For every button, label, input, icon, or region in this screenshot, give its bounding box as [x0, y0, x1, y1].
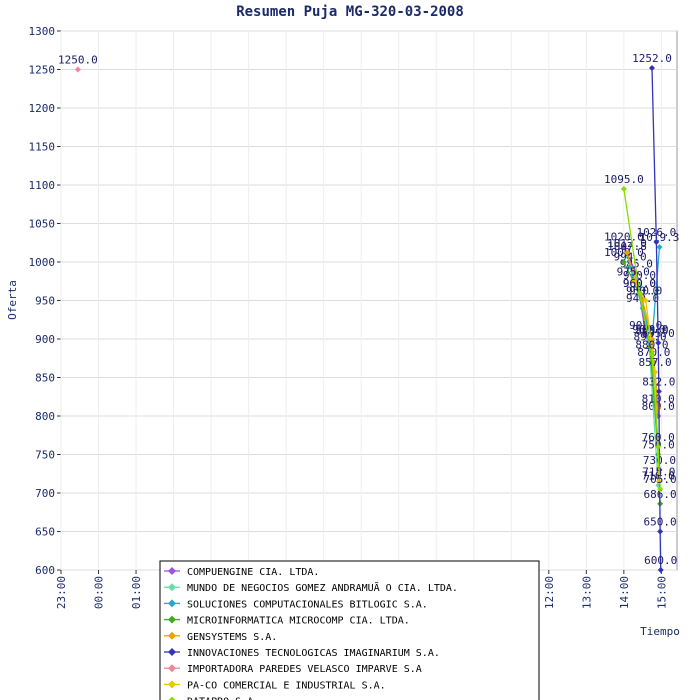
data-point: [648, 351, 655, 358]
y-tick-label: 1000: [29, 256, 56, 269]
data-point: [653, 238, 660, 245]
y-tick-label: 750: [35, 449, 55, 462]
legend-label: GENSYSTEMS S.A.: [187, 632, 277, 643]
data-label: 1020.0: [604, 231, 644, 244]
data-label: 600.0: [644, 554, 677, 567]
data-label: 1250.0: [58, 54, 98, 67]
data-label: 1095.0: [604, 173, 644, 186]
data-point: [655, 443, 662, 450]
data-point: [74, 66, 81, 73]
y-tick-label: 700: [35, 487, 55, 500]
x-tick-label: 13:00: [580, 576, 593, 609]
legend-label: SOLUCIONES COMPUTACIONALES BITLOGIC S.A.: [187, 599, 428, 610]
y-tick-label: 1200: [29, 102, 56, 115]
y-tick-label: 800: [35, 410, 55, 423]
x-tick-label: 14:00: [618, 576, 631, 609]
legend-label: MUNDO DE NEGOCIOS GOMEZ ANDRAMUÃ O CIA. …: [187, 581, 458, 594]
data-label: 950.0: [626, 285, 659, 298]
y-tick-label: 1050: [29, 218, 56, 231]
chart-title: Resumen Puja MG-320-03-2008: [236, 4, 464, 20]
data-point: [620, 185, 627, 192]
data-label: 950.0: [629, 285, 662, 298]
y-tick-label: 1100: [29, 179, 56, 192]
data-label: 832.0: [642, 375, 675, 388]
data-label: 857.0: [639, 356, 672, 369]
legend-marker: [168, 599, 176, 608]
data-label: 898.0: [635, 325, 668, 338]
legend-marker: [168, 696, 176, 700]
legend-label: COMPUENGINE CIA. LTDA.: [187, 567, 319, 578]
data-label: 960.0: [623, 277, 656, 290]
legend-box: [159, 560, 540, 700]
y-tick-label: 1150: [29, 141, 56, 154]
data-point: [623, 249, 630, 256]
legend-label: IMPORTADORA PAREDES VELASCO IMPARVE S.A: [187, 664, 422, 675]
data-label: 650.0: [644, 516, 677, 529]
data-point: [657, 567, 664, 573]
data-label: 960.0: [623, 277, 656, 290]
data-label: 1026.0: [636, 226, 676, 239]
data-point: [657, 486, 664, 493]
data-label: 900.0: [635, 323, 668, 336]
legend-marker: [168, 583, 176, 592]
y-tick-label: 1250: [29, 64, 56, 77]
x-axis-label: Tiempo: [640, 625, 680, 638]
y-tick-label: 950: [35, 295, 55, 308]
data-label: 1252.0: [632, 52, 672, 65]
data-point: [642, 297, 649, 304]
data-label: 810.0: [642, 392, 675, 405]
y-axis-label: Oferta: [6, 280, 19, 320]
legend-label: DATAPRO S.A.: [187, 697, 259, 700]
data-point: [655, 388, 662, 395]
data-point: [656, 244, 663, 251]
data-label: 760.0: [642, 431, 675, 444]
data-point: [620, 259, 627, 265]
y-tick-label: 1300: [29, 25, 56, 38]
x-tick-label: 15:00: [655, 576, 668, 609]
data-label: 975.0: [617, 265, 650, 278]
legend-label: INNOVACIONES TECNOLOGICAS IMAGINARIUM S.…: [187, 648, 440, 659]
legend-marker: [168, 680, 176, 689]
data-point: [657, 528, 664, 535]
legend-marker: [168, 664, 176, 673]
legend-marker: [168, 631, 176, 640]
y-tick-label: 600: [35, 564, 55, 577]
y-tick-label: 850: [35, 372, 55, 385]
x-tick-label: 23:00: [55, 576, 68, 609]
data-point: [648, 64, 655, 71]
legend-marker: [168, 648, 176, 656]
data-point: [636, 289, 643, 296]
data-point: [655, 339, 662, 346]
legend-marker: [168, 615, 176, 624]
data-label: 880.0: [635, 338, 668, 351]
x-tick-label: 00:00: [93, 576, 106, 609]
data-point: [620, 243, 627, 250]
x-tick-label: 12:00: [543, 576, 556, 609]
legend: COMPUENGINE CIA. LTDA. MUNDO DE NEGOCIOS …: [159, 560, 540, 700]
data-label: 1007.8: [607, 240, 647, 253]
data-label: 994.0: [614, 251, 647, 264]
y-tick-label: 650: [35, 526, 55, 539]
data-label: 705.0: [644, 473, 677, 486]
data-point: [630, 278, 637, 285]
x-tick-label: 01:00: [130, 576, 143, 609]
data-label: 1012.0: [607, 237, 647, 250]
legend-marker: [168, 567, 176, 575]
legend-label: PA-CO COMERCIAL E INDUSTRIAL S.A.: [187, 680, 386, 691]
y-tick-label: 900: [35, 333, 55, 346]
data-label: 1019.3: [640, 231, 680, 244]
legend-label: MICROINFORMATICA MICROCOMP CIA. LTDA.: [187, 616, 410, 627]
